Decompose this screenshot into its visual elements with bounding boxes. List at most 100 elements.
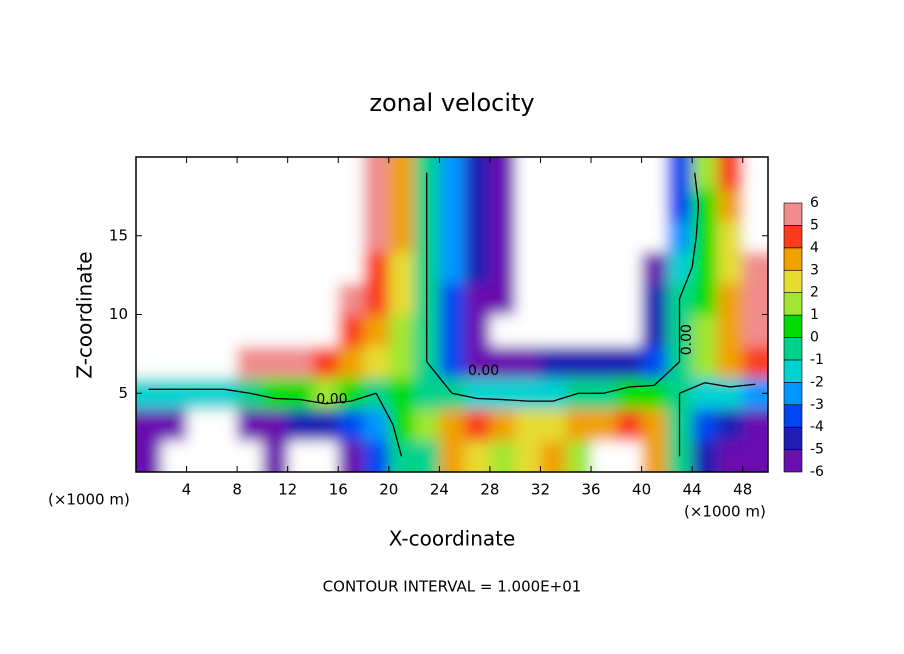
- field-cell: [666, 220, 693, 252]
- field-cell: [641, 346, 668, 378]
- field-cell: [616, 314, 643, 347]
- field-cell: [363, 409, 390, 441]
- x-unit-label: (×1000 m): [684, 503, 766, 521]
- field-cell: [540, 440, 567, 472]
- field-cell: [489, 220, 516, 252]
- field-cell: [591, 220, 617, 252]
- field-cell: [186, 283, 213, 315]
- field-cell: [540, 251, 567, 284]
- chart-title: zonal velocity: [369, 89, 534, 117]
- colorbar-swatch: [783, 314, 803, 338]
- field-cell: [262, 346, 289, 378]
- field-cell: [464, 346, 491, 378]
- field-cell: [338, 314, 365, 347]
- field-cell: [540, 157, 567, 189]
- field-cell: [363, 188, 390, 221]
- field-cell: [464, 409, 491, 441]
- field-cell: [186, 409, 213, 441]
- field-cell: [262, 251, 289, 284]
- x-tick-label: 44: [683, 481, 702, 499]
- field-cell: [489, 157, 516, 189]
- field-cell: [616, 283, 643, 315]
- field-cell: [565, 346, 592, 378]
- contour-line: [678, 267, 693, 299]
- colorbar-swatch: [783, 382, 803, 406]
- field-cell: [439, 157, 466, 189]
- colorbar-label: 0: [810, 330, 819, 346]
- field-cell: [692, 409, 718, 441]
- field-cell: [363, 283, 390, 315]
- field-cell: [591, 157, 617, 189]
- contour-line: [275, 397, 301, 401]
- field-cell: [211, 440, 238, 472]
- field-cell: [540, 314, 567, 347]
- field-cell: [515, 409, 541, 441]
- field-cell: [414, 409, 440, 441]
- contour-line: [603, 386, 630, 394]
- field-cell: [692, 346, 718, 378]
- colorbar-swatch: [783, 202, 803, 226]
- field-cell: [237, 188, 263, 221]
- field-cell: [262, 188, 289, 221]
- field-cell: [338, 220, 365, 252]
- colorbar-swatch: [783, 269, 803, 293]
- contour-line: [249, 392, 276, 400]
- field-cell: [616, 251, 643, 284]
- field-cell: [161, 283, 188, 315]
- field-cell: [136, 283, 162, 315]
- field-cell: [439, 409, 466, 441]
- field-cell: [515, 157, 541, 189]
- field-cell: [464, 157, 491, 189]
- contour-line: [451, 392, 478, 400]
- contour-line: [350, 392, 377, 402]
- field-cell: [666, 188, 693, 221]
- field-cell: [591, 346, 617, 378]
- field-cell: [515, 251, 541, 284]
- field-cell: [211, 157, 238, 189]
- colorbar-label: -4: [810, 419, 824, 435]
- x-tick-label: 24: [430, 481, 449, 499]
- field-cell: [464, 283, 491, 315]
- colorbar-label: 6: [810, 195, 819, 211]
- contour-line: [679, 382, 706, 394]
- field-cell: [186, 440, 213, 472]
- field-cell: [262, 314, 289, 347]
- field-cell: [237, 409, 263, 441]
- field-cell: [211, 220, 238, 252]
- field-cell: [565, 157, 592, 189]
- field-cell: [591, 188, 617, 221]
- field-cell: [237, 346, 263, 378]
- field-cell: [666, 157, 693, 189]
- field-cell: [186, 314, 213, 347]
- field-cell: [388, 314, 415, 347]
- field-cell: [540, 346, 567, 378]
- field-cell: [565, 440, 592, 472]
- field-cell: [211, 314, 238, 347]
- field-cell: [414, 377, 440, 410]
- field-cell: [161, 377, 188, 410]
- field-cell: [338, 377, 365, 410]
- field-cell: [565, 220, 592, 252]
- field-cell: [641, 283, 668, 315]
- field-cell: [515, 346, 541, 378]
- contour-line: [628, 384, 655, 388]
- field-cell: [211, 251, 238, 284]
- field-cell: [464, 188, 491, 221]
- field-cell: [439, 314, 466, 347]
- field-cell: [136, 251, 162, 284]
- x-tick-label: 36: [581, 481, 600, 499]
- field-cell: [717, 157, 744, 189]
- field-cell: [287, 220, 314, 252]
- contour-line: [392, 424, 403, 457]
- field-cell: [211, 188, 238, 221]
- x-tick-label: 28: [480, 481, 499, 499]
- field-cell: [489, 346, 516, 378]
- field-cell: [388, 283, 415, 315]
- cells: [136, 157, 768, 472]
- field-cell: [186, 188, 213, 221]
- field-cell: [211, 377, 238, 410]
- field-cell: [363, 346, 390, 378]
- colorbar-swatch: [783, 292, 803, 316]
- field-cell: [565, 314, 592, 347]
- x-tick-label: 40: [632, 481, 651, 499]
